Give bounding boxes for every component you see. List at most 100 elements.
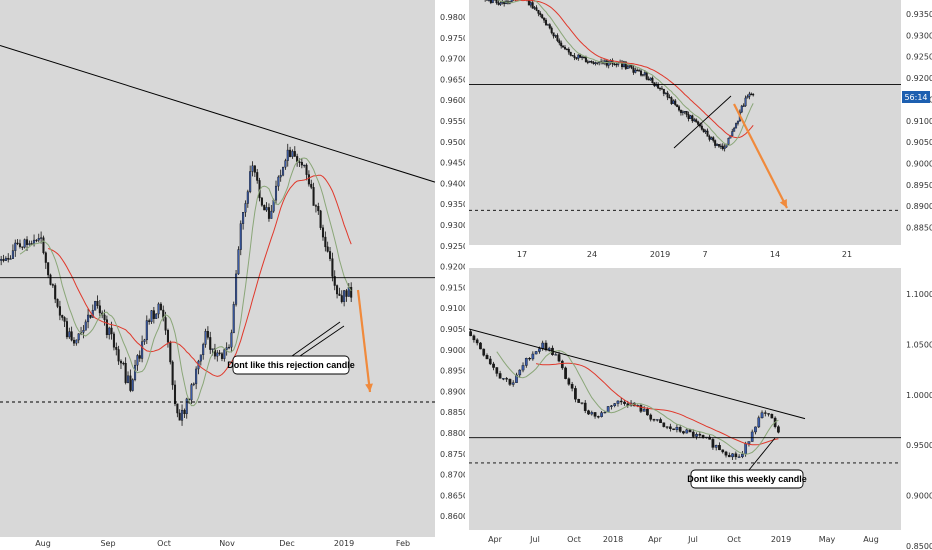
y-tick-label: 0.96500 <box>440 75 465 84</box>
candle-body <box>134 364 137 380</box>
candle-body <box>691 115 694 122</box>
intraday-chart[interactable]: 0.935000.930000.925000.920000.915000.910… <box>469 0 932 263</box>
candles <box>484 0 755 152</box>
candle-body <box>534 351 538 355</box>
candle-body <box>718 445 721 451</box>
candle-body <box>492 363 495 368</box>
candle-body <box>469 331 472 337</box>
candle-body <box>711 439 715 448</box>
arrow-head <box>365 383 373 392</box>
candle-body <box>475 339 479 344</box>
x-tick-label: Apr <box>488 535 503 544</box>
candle-body <box>603 411 607 414</box>
candle-body <box>249 171 252 192</box>
candle-body <box>267 207 270 219</box>
daily-chart[interactable]: 0.98000 0.97500 0.97000 0.96500 0.96000 0.955… <box>0 0 465 550</box>
candle-body <box>535 7 538 11</box>
candle-body <box>733 127 736 132</box>
candle-body <box>110 327 113 335</box>
candle-body <box>183 409 186 415</box>
candle-body <box>731 453 734 458</box>
candle-body <box>518 369 522 376</box>
candle-body <box>689 115 692 119</box>
x-tick-label: 7 <box>702 250 707 259</box>
candle-body <box>237 249 240 275</box>
candle-body <box>735 123 738 129</box>
candle-body <box>143 339 146 342</box>
candle-body <box>489 0 492 3</box>
candle-body <box>770 413 774 419</box>
x-tick-label: Dec <box>279 539 294 548</box>
candle-body <box>293 151 296 157</box>
candle-body <box>331 258 334 277</box>
candle-body <box>649 414 653 420</box>
candle-body <box>674 100 677 105</box>
candle-body <box>112 333 115 348</box>
candle-body <box>541 14 544 19</box>
candle-body <box>89 314 92 318</box>
candle-body <box>767 413 770 415</box>
candle-body <box>126 375 130 383</box>
candle-body <box>573 55 576 58</box>
moving-average-fast <box>19 157 352 407</box>
candle-body <box>103 314 106 320</box>
candle-body <box>632 67 635 73</box>
candle-body <box>721 145 724 149</box>
candle-body <box>581 56 584 59</box>
candle-body <box>741 453 744 458</box>
candle-body <box>510 0 513 2</box>
candle-body <box>685 111 688 115</box>
annotation-pointer <box>291 321 341 357</box>
candle-body <box>567 49 570 53</box>
candle-body <box>122 362 125 365</box>
candle-body <box>594 62 597 64</box>
candle-body <box>698 434 702 436</box>
candle-body <box>524 358 528 366</box>
candle-body <box>286 149 289 161</box>
y-tick-label: 1.10000 <box>906 290 932 299</box>
candle-body <box>329 251 332 259</box>
bearish-arrow <box>356 289 372 393</box>
candle-body <box>169 342 172 363</box>
candle-body <box>642 408 646 412</box>
candle-body <box>51 284 54 286</box>
candle-body <box>575 57 578 59</box>
candle-body <box>279 174 282 178</box>
candle-body <box>44 252 47 263</box>
candle-body <box>577 54 580 59</box>
candle-body <box>719 145 722 148</box>
candle-body <box>619 400 623 403</box>
daily-chart-pane[interactable]: 0.98000 0.97500 0.97000 0.96500 0.96000 0.955… <box>0 0 465 550</box>
plot-area <box>469 268 901 530</box>
candle-body <box>192 383 195 385</box>
candle-body <box>521 365 525 371</box>
candle-body <box>117 349 120 362</box>
candle-body <box>655 419 659 421</box>
candle-body <box>185 398 188 415</box>
candle-body <box>557 354 561 362</box>
candle-body <box>754 426 757 433</box>
candle-body <box>587 410 590 415</box>
x-tick-label: Nov <box>219 539 235 548</box>
candle-body <box>23 239 26 248</box>
candle-body <box>695 434 698 437</box>
intraday-chart-pane[interactable]: 0.935000.930000.925000.920000.915000.910… <box>469 0 932 263</box>
moving-average-slow <box>535 362 779 446</box>
candle-body <box>2 259 5 261</box>
candle-body <box>634 69 637 73</box>
candle-body <box>28 243 31 245</box>
candle-body <box>734 453 738 458</box>
candle-body <box>702 129 705 133</box>
candle-body <box>593 412 597 417</box>
candle-body <box>664 92 667 94</box>
candle-body <box>541 342 545 349</box>
x-tick-label: Feb <box>396 539 410 548</box>
y-tick-label: 0.85000 <box>906 542 932 550</box>
candle-body <box>171 361 174 386</box>
candle-body <box>527 0 530 6</box>
candle-body <box>688 429 692 433</box>
candle-body <box>716 144 719 146</box>
annotation-text: Dont like this rejection candle <box>227 360 355 370</box>
